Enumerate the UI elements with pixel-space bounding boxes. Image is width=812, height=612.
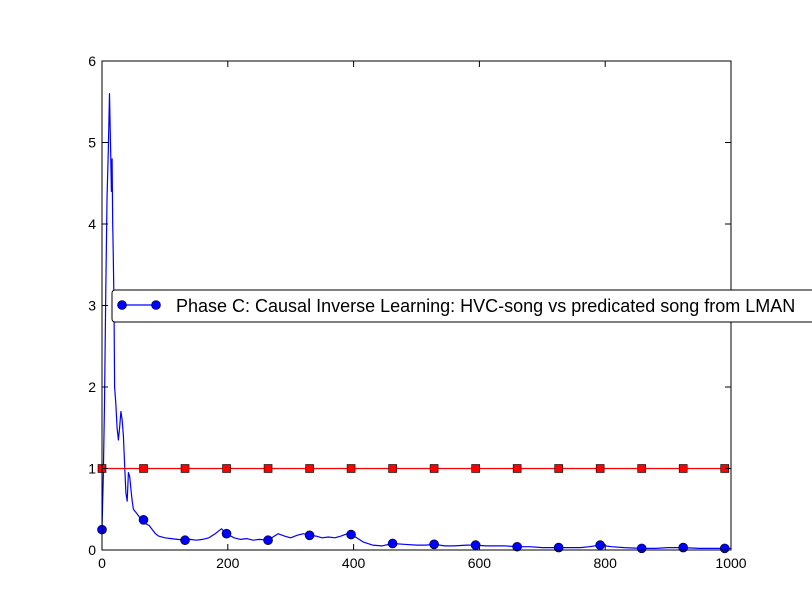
y-tick-label: 2 [88, 379, 96, 395]
legend-box [111, 289, 812, 323]
series-1-marker [512, 464, 522, 473]
series-0-marker [595, 540, 605, 550]
y-tick-label: 4 [88, 216, 96, 232]
series-0-marker [512, 541, 522, 552]
series-1-marker [305, 464, 314, 473]
series-0-marker [429, 539, 439, 550]
series-1-marker [222, 464, 231, 473]
series-0-marker [346, 529, 356, 540]
x-tick-label: 600 [468, 555, 492, 571]
series-1-marker [554, 464, 563, 473]
series-1-marker [263, 464, 273, 473]
series-0-marker [221, 528, 232, 539]
y-tick-label: 5 [88, 135, 96, 151]
series-1-marker [678, 464, 688, 473]
x-tick-label: 800 [594, 555, 618, 571]
x-tick-label: 0 [98, 555, 106, 571]
series-0-marker [719, 543, 730, 554]
series-1-marker [471, 464, 480, 473]
series-1-marker [139, 464, 148, 473]
x-tick-label: 400 [342, 555, 366, 571]
y-tick-label: 6 [88, 53, 96, 69]
legend-marker-sample [117, 300, 127, 310]
x-tick-label: 1000 [715, 555, 746, 571]
series-0-marker [180, 535, 190, 546]
series-0-marker [138, 515, 149, 525]
y-tick-label: 3 [88, 298, 96, 314]
series-0-marker [304, 530, 315, 541]
series-0-marker [678, 542, 688, 553]
series-0-marker [387, 538, 398, 549]
series-0-marker [470, 540, 481, 550]
series-1-marker [346, 464, 356, 473]
series-0-line [101, 92, 731, 550]
series-1-marker [637, 464, 646, 473]
series-0-marker [636, 543, 647, 554]
y-tick-label: 0 [88, 542, 96, 558]
series-1-marker [180, 464, 190, 473]
x-tick-label: 200 [216, 555, 240, 571]
ticks-layer: 0 200 400 600 800 1000 0 1 2 3 4 5 6 [88, 53, 747, 571]
series-1-marker [388, 464, 397, 473]
series-0-marker [263, 535, 273, 546]
series-layer [97, 92, 731, 554]
y-tick-label: 1 [88, 461, 96, 477]
legend-marker-sample [151, 300, 161, 310]
series-1-marker [595, 464, 605, 473]
series-0-marker [553, 542, 564, 553]
series-1-marker [429, 464, 439, 473]
legend-label: Phase C: Causal Inverse Learning: HVC-so… [176, 296, 795, 316]
legend: Phase C: Causal Inverse Learning: HVC-so… [111, 289, 812, 323]
